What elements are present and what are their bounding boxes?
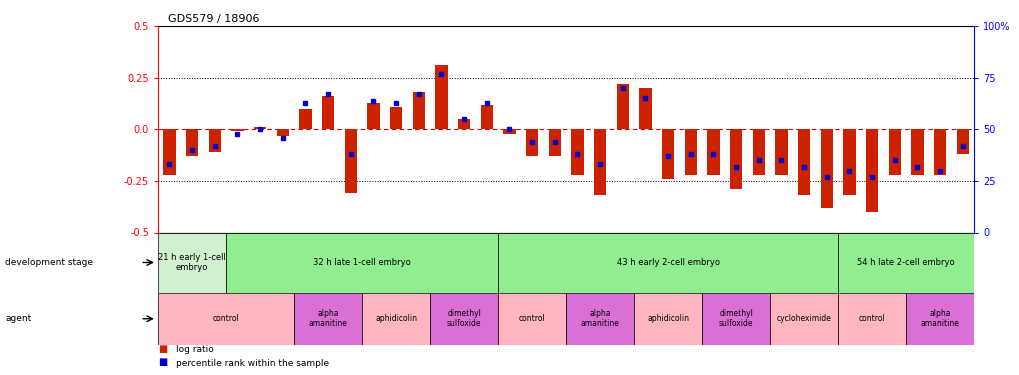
Bar bbox=[158, 292, 293, 345]
Bar bbox=[158, 232, 226, 292]
Bar bbox=[231, 129, 244, 132]
Text: alpha
amanitine: alpha amanitine bbox=[920, 309, 959, 328]
Bar bbox=[458, 119, 470, 129]
Bar bbox=[526, 129, 538, 156]
Text: 21 h early 1-cell
embryo: 21 h early 1-cell embryo bbox=[158, 253, 226, 272]
Text: 54 h late 2-cell embryo: 54 h late 2-cell embryo bbox=[856, 258, 954, 267]
Bar bbox=[571, 129, 583, 175]
Bar bbox=[497, 232, 838, 292]
Bar bbox=[208, 129, 221, 152]
Bar bbox=[769, 292, 838, 345]
Bar bbox=[701, 292, 769, 345]
Text: ■: ■ bbox=[158, 344, 167, 354]
Bar bbox=[435, 65, 447, 129]
Bar bbox=[480, 105, 492, 129]
Bar bbox=[412, 92, 425, 129]
Text: control: control bbox=[858, 314, 884, 323]
Bar bbox=[838, 292, 905, 345]
Bar bbox=[322, 96, 334, 129]
Text: aphidicolin: aphidicolin bbox=[646, 314, 689, 323]
Bar bbox=[865, 129, 877, 212]
Bar bbox=[752, 129, 764, 175]
Text: 43 h early 2-cell embryo: 43 h early 2-cell embryo bbox=[616, 258, 718, 267]
Bar bbox=[774, 129, 787, 175]
Text: control: control bbox=[213, 314, 239, 323]
Bar bbox=[905, 292, 973, 345]
Bar bbox=[706, 129, 719, 175]
Bar bbox=[276, 129, 288, 136]
Bar bbox=[843, 129, 855, 195]
Bar bbox=[226, 232, 497, 292]
Bar bbox=[163, 129, 175, 175]
Text: dimethyl
sulfoxide: dimethyl sulfoxide bbox=[718, 309, 753, 328]
Bar bbox=[615, 84, 629, 129]
Bar bbox=[910, 129, 923, 175]
Text: agent: agent bbox=[5, 314, 32, 323]
Text: dimethyl
sulfoxide: dimethyl sulfoxide bbox=[446, 309, 481, 328]
Text: ■: ■ bbox=[158, 357, 167, 368]
Bar bbox=[344, 129, 357, 194]
Text: cycloheximide: cycloheximide bbox=[775, 314, 830, 323]
Bar bbox=[430, 292, 497, 345]
Bar bbox=[367, 103, 379, 129]
Bar bbox=[730, 129, 742, 189]
Bar bbox=[299, 109, 312, 129]
Bar bbox=[838, 232, 973, 292]
Text: control: control bbox=[519, 314, 545, 323]
Bar bbox=[593, 129, 605, 195]
Bar bbox=[548, 129, 560, 156]
Bar bbox=[684, 129, 696, 175]
Text: alpha
amanitine: alpha amanitine bbox=[580, 309, 619, 328]
Bar bbox=[389, 106, 401, 129]
Bar bbox=[797, 129, 809, 195]
Text: alpha
amanitine: alpha amanitine bbox=[309, 309, 347, 328]
Bar bbox=[497, 292, 566, 345]
Bar bbox=[819, 129, 833, 208]
Text: log ratio: log ratio bbox=[176, 345, 214, 354]
Bar bbox=[888, 129, 900, 175]
Text: development stage: development stage bbox=[5, 258, 93, 267]
Bar bbox=[661, 129, 674, 179]
Bar bbox=[639, 88, 651, 129]
Bar bbox=[566, 292, 634, 345]
Text: percentile rank within the sample: percentile rank within the sample bbox=[176, 358, 329, 368]
Bar bbox=[956, 129, 968, 154]
Bar bbox=[185, 129, 198, 156]
Bar bbox=[933, 129, 946, 175]
Bar bbox=[502, 129, 516, 134]
Bar bbox=[254, 128, 266, 129]
Bar bbox=[362, 292, 430, 345]
Bar bbox=[634, 292, 701, 345]
Text: aphidicolin: aphidicolin bbox=[375, 314, 417, 323]
Text: 32 h late 1-cell embryo: 32 h late 1-cell embryo bbox=[313, 258, 411, 267]
Text: GDS579 / 18906: GDS579 / 18906 bbox=[168, 14, 260, 24]
Bar bbox=[293, 292, 362, 345]
